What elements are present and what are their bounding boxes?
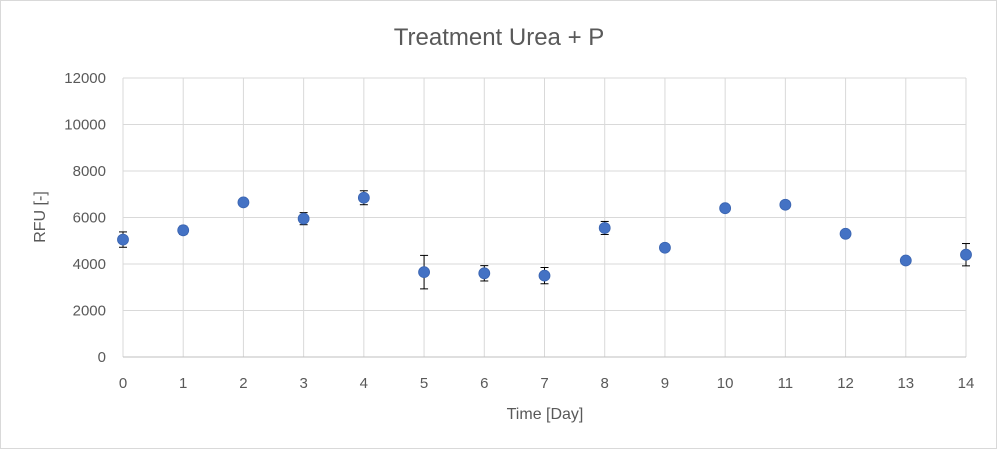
y-tick-label: 8000: [73, 163, 106, 180]
data-point: [478, 267, 491, 280]
data-point: [960, 248, 972, 261]
data-point: [357, 191, 370, 204]
data-point: [779, 198, 792, 211]
data-point: [117, 233, 129, 246]
data-point: [418, 266, 430, 279]
x-tick-label: 3: [299, 375, 307, 392]
y-axis-label: RFU [-]: [32, 191, 49, 243]
x-tick-label: 11: [778, 375, 794, 392]
data-point: [237, 196, 250, 209]
x-tick-label: 2: [239, 375, 247, 392]
x-tick-label: 8: [601, 375, 609, 392]
data-points: [117, 191, 972, 282]
x-tick-label: 10: [717, 375, 734, 392]
y-tick-label: 6000: [73, 210, 106, 227]
y-tick-label: 0: [98, 349, 106, 366]
x-tick-label: 6: [480, 375, 488, 392]
y-tick-label: 10000: [64, 117, 106, 134]
x-tick-label: 9: [661, 375, 669, 392]
x-tick-label: 5: [420, 375, 428, 392]
chart-title: Treatment Urea + P: [394, 24, 605, 51]
data-point: [899, 254, 912, 267]
x-tick-label: 12: [837, 375, 854, 392]
data-point: [839, 227, 852, 240]
x-tick-label: 1: [179, 375, 187, 392]
grid-lines: [122, 77, 967, 357]
y-tick-label: 4000: [73, 256, 106, 273]
x-tick-label: 7: [540, 375, 548, 392]
y-tick-label: 2000: [73, 303, 106, 320]
data-point: [598, 222, 611, 234]
data-point: [538, 269, 551, 282]
x-tick-label: 0: [119, 375, 127, 392]
x-tick-label: 4: [360, 375, 368, 392]
x-axis-label: Time [Day]: [507, 406, 584, 423]
x-tick-label: 13: [897, 375, 914, 392]
data-point: [659, 241, 671, 254]
data-point: [177, 224, 190, 237]
data-point: [719, 202, 732, 215]
y-tick-label: 12000: [64, 70, 106, 87]
data-point: [297, 212, 310, 225]
x-tick-label: 14: [958, 375, 975, 392]
